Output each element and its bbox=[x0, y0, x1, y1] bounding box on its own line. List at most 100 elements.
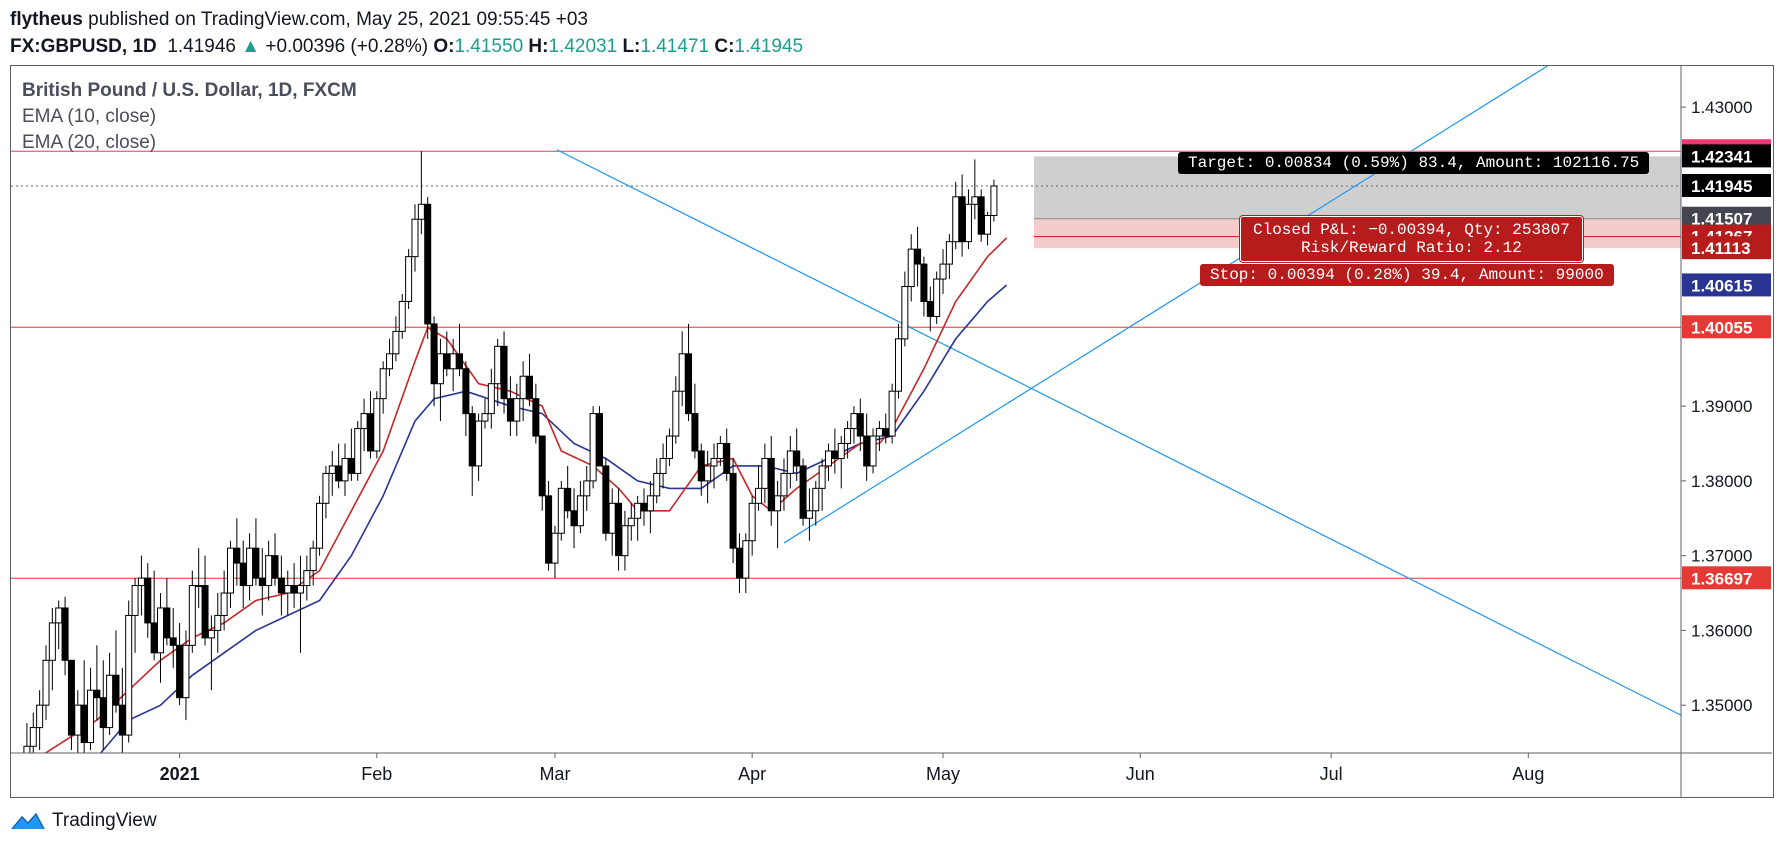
candle bbox=[926, 286, 934, 332]
candle bbox=[417, 151, 425, 235]
closed-pnl-text: Closed P&L: −0.00394, Qty: 253807 bbox=[1253, 221, 1570, 239]
high-label: H: bbox=[528, 36, 549, 57]
candle-body bbox=[907, 248, 915, 288]
candle bbox=[176, 622, 184, 706]
candle bbox=[513, 383, 521, 437]
candle bbox=[188, 570, 196, 653]
candle bbox=[640, 488, 648, 526]
price-tick-label: 1.38000 bbox=[1691, 472, 1752, 491]
candle-body bbox=[36, 704, 44, 729]
candle bbox=[939, 249, 947, 295]
candle bbox=[424, 196, 432, 339]
candle bbox=[93, 645, 101, 721]
candle-body bbox=[354, 428, 362, 474]
candle-body bbox=[456, 353, 464, 370]
candle bbox=[774, 480, 782, 549]
candle-body bbox=[494, 345, 502, 385]
candle bbox=[506, 376, 514, 437]
candle bbox=[665, 428, 673, 466]
time-tick-label: Mar bbox=[539, 764, 570, 784]
candle-body bbox=[665, 435, 673, 459]
candle bbox=[475, 413, 483, 481]
candle bbox=[150, 570, 158, 661]
candle-body bbox=[602, 465, 610, 534]
candle-body bbox=[926, 300, 934, 317]
candle bbox=[532, 383, 540, 444]
candle bbox=[691, 383, 699, 459]
candle-body bbox=[595, 413, 603, 467]
price-axis-label: 1.41945 bbox=[1682, 173, 1771, 197]
candle bbox=[487, 368, 495, 429]
candle bbox=[538, 435, 546, 511]
candle bbox=[309, 540, 317, 586]
candle bbox=[265, 540, 273, 601]
candle bbox=[207, 615, 215, 691]
publisher-name[interactable]: flytheus bbox=[10, 9, 83, 30]
candle-body bbox=[226, 547, 234, 594]
candle bbox=[87, 667, 95, 751]
candle bbox=[914, 226, 922, 287]
candle bbox=[933, 271, 941, 324]
price-axis-label-bg bbox=[1682, 236, 1771, 260]
candle-body bbox=[195, 585, 203, 588]
candle bbox=[411, 204, 419, 272]
candle bbox=[977, 189, 985, 242]
candle bbox=[80, 660, 88, 753]
candle-body bbox=[462, 368, 470, 415]
candle-body bbox=[271, 555, 279, 579]
candle bbox=[837, 436, 845, 489]
candle-body bbox=[805, 510, 813, 519]
publish-line: flytheus published on TradingView.com, M… bbox=[10, 6, 803, 33]
candle-body bbox=[570, 510, 578, 527]
candle bbox=[137, 555, 145, 616]
candle bbox=[131, 578, 139, 653]
candle bbox=[570, 488, 578, 549]
candle-body bbox=[29, 727, 37, 747]
price-tick-label: 1.37000 bbox=[1691, 547, 1752, 566]
legend-symbol[interactable]: British Pound / U.S. Dollar, 1D, FXCM bbox=[22, 80, 357, 101]
candle-body bbox=[653, 472, 661, 497]
close-label: C: bbox=[714, 36, 735, 57]
candle-body bbox=[659, 457, 667, 474]
candle-body bbox=[532, 398, 540, 437]
candle bbox=[220, 570, 228, 631]
candle-body bbox=[723, 443, 731, 474]
stop-label: Stop: 0.00394 (0.28%) 39.4, Amount: 9900… bbox=[1200, 264, 1614, 286]
tradingview-brand[interactable]: TradingView bbox=[52, 810, 157, 831]
candle-body bbox=[500, 345, 508, 400]
ema20-line bbox=[99, 284, 1008, 753]
candle-body bbox=[646, 495, 654, 512]
candle-body bbox=[131, 585, 139, 616]
candle-body bbox=[188, 585, 196, 646]
candle bbox=[755, 465, 763, 511]
candle-body bbox=[583, 480, 591, 497]
candle-body bbox=[220, 592, 228, 616]
candle bbox=[615, 488, 623, 571]
candle-body bbox=[933, 278, 941, 317]
price-axis-label-text: 1.36697 bbox=[1691, 569, 1752, 588]
price-axis-label-text: 1.41113 bbox=[1691, 239, 1751, 258]
candle bbox=[863, 413, 871, 481]
candle bbox=[163, 578, 171, 646]
legend-ema10[interactable]: EMA (10, close) bbox=[22, 106, 157, 127]
chart-frame[interactable] bbox=[10, 65, 1774, 798]
candle-body bbox=[844, 428, 852, 445]
candle-body bbox=[774, 495, 782, 512]
candle bbox=[564, 465, 572, 519]
price-axis-label-bg bbox=[1682, 315, 1771, 339]
candle-body bbox=[678, 353, 686, 392]
legend-ema20[interactable]: EMA (20, close) bbox=[22, 132, 157, 153]
candle bbox=[958, 174, 966, 257]
candle-body bbox=[545, 495, 553, 564]
candle bbox=[894, 323, 902, 399]
candle bbox=[551, 525, 559, 579]
candle bbox=[61, 596, 69, 676]
time-tick-label: Jun bbox=[1126, 764, 1155, 784]
candle-body bbox=[252, 547, 260, 579]
candle bbox=[990, 179, 998, 222]
candle-body bbox=[475, 420, 483, 467]
candle-body bbox=[799, 465, 807, 519]
candle-body bbox=[977, 196, 985, 235]
candle-body bbox=[513, 398, 521, 422]
candle-body bbox=[106, 674, 114, 729]
